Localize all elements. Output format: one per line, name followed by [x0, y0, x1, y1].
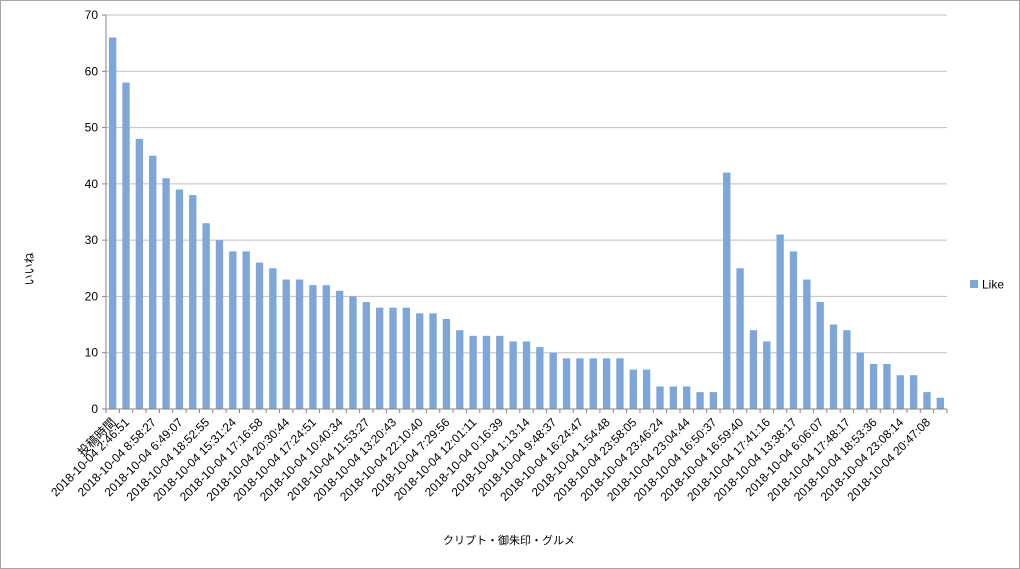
bar	[642, 369, 651, 409]
x-axis-title: クリプト・御朱印・グルメ	[443, 533, 575, 547]
bar	[816, 302, 824, 409]
bar	[215, 240, 224, 409]
bar	[589, 358, 597, 409]
bar	[549, 352, 557, 409]
bar	[763, 341, 771, 409]
bar	[896, 375, 904, 409]
bar	[122, 82, 130, 409]
y-tick-label: 70	[85, 8, 99, 22]
bar	[749, 330, 758, 409]
bar	[883, 363, 891, 409]
bar	[442, 318, 451, 409]
bar	[109, 37, 117, 409]
bar	[709, 392, 718, 409]
bar	[389, 307, 397, 409]
bar	[562, 358, 571, 409]
bar	[616, 358, 624, 409]
bar	[416, 313, 424, 409]
bar	[656, 386, 664, 409]
bar	[309, 285, 317, 409]
y-axis-title: いいね	[23, 253, 36, 286]
y-tick-label: 0	[91, 402, 98, 416]
bar	[829, 324, 838, 409]
bar	[255, 262, 264, 409]
bar	[349, 296, 357, 409]
y-tick-label: 50	[85, 121, 99, 135]
y-tick-label: 30	[85, 233, 99, 247]
bar	[456, 330, 464, 409]
bar	[602, 358, 611, 409]
bar	[402, 307, 411, 409]
y-tick-label: 20	[85, 289, 99, 303]
bar	[162, 178, 170, 409]
bar	[429, 313, 437, 409]
bar	[629, 369, 637, 409]
bar-series-like	[109, 37, 944, 409]
legend-label-like: Like	[982, 278, 1004, 292]
bar	[776, 234, 784, 409]
bar	[923, 392, 931, 409]
bar	[295, 279, 304, 409]
legend-swatch-like	[970, 280, 978, 288]
bar	[469, 335, 477, 409]
bar	[509, 341, 517, 409]
bar	[696, 392, 704, 409]
bar	[843, 330, 851, 409]
y-axis-ticks: 0 10 20 30 40 50 60 70	[85, 8, 106, 416]
bar	[669, 386, 678, 409]
y-tick-label: 10	[85, 346, 99, 360]
bar	[522, 341, 531, 409]
bar	[242, 251, 250, 409]
bar	[496, 335, 504, 409]
bar	[856, 352, 864, 409]
bar	[736, 268, 744, 409]
bar	[269, 268, 277, 409]
legend: Like	[970, 278, 1004, 292]
bar	[135, 138, 144, 409]
bar	[189, 195, 197, 409]
y-tick-label: 40	[85, 177, 99, 191]
bar	[576, 358, 584, 409]
bar	[536, 347, 544, 409]
bar	[362, 302, 370, 409]
bar	[229, 251, 237, 409]
bar	[936, 397, 944, 409]
bar	[175, 189, 184, 409]
bar	[869, 363, 878, 409]
bar	[723, 172, 731, 409]
bar	[683, 386, 691, 409]
bar	[909, 375, 918, 409]
bar	[322, 285, 330, 409]
bar	[375, 307, 384, 409]
bar	[202, 223, 210, 409]
bar	[335, 290, 344, 409]
bar	[789, 251, 798, 409]
bar	[803, 279, 811, 409]
bar	[149, 155, 157, 409]
bar	[282, 279, 290, 409]
bar	[482, 335, 491, 409]
y-tick-label: 60	[85, 64, 99, 78]
